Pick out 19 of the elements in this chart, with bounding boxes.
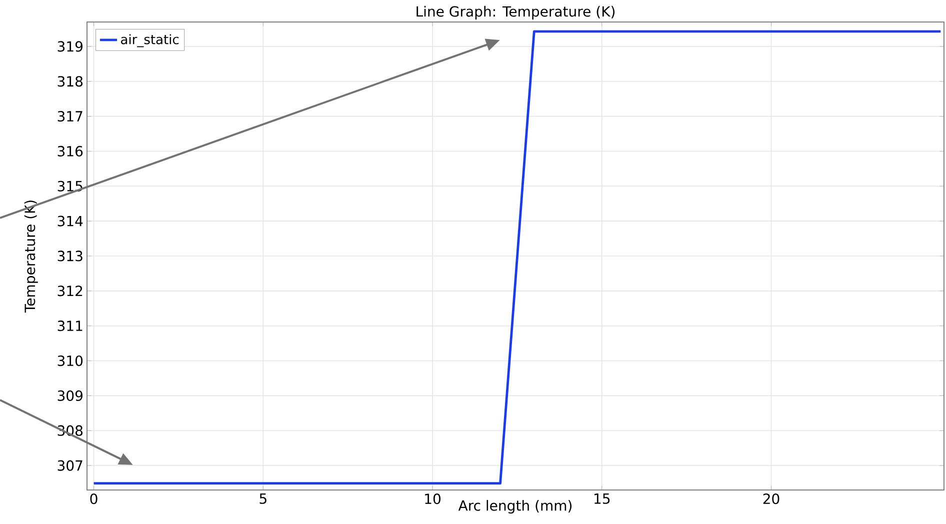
chart-title: Line Graph: Temperature (K) — [416, 6, 615, 20]
x-tick-label: 20 — [763, 494, 780, 504]
x-tick-label: 5 — [260, 494, 266, 504]
legend-label: air_static — [121, 34, 179, 48]
y-tick-label: 319 — [58, 41, 82, 52]
y-tick-label: 314 — [58, 216, 83, 226]
y-tick-label: 310 — [58, 355, 83, 366]
x-tick-label: 10 — [425, 494, 440, 504]
x-tick-label: 0 — [90, 494, 98, 504]
x-tick-label: 15 — [594, 494, 610, 504]
y-tick-label: 307 — [58, 460, 82, 471]
y-tick-label: 317 — [58, 110, 82, 122]
y-tick-label: 313 — [58, 250, 82, 262]
y-tick-label: 312 — [58, 286, 82, 296]
x-axis-title: Arc length (mm) — [458, 500, 572, 514]
y-tick-label: 318 — [58, 76, 83, 87]
y-tick-label: 309 — [58, 390, 82, 401]
y-tick-label: 316 — [58, 146, 83, 157]
y-tick-label: 311 — [58, 320, 82, 332]
